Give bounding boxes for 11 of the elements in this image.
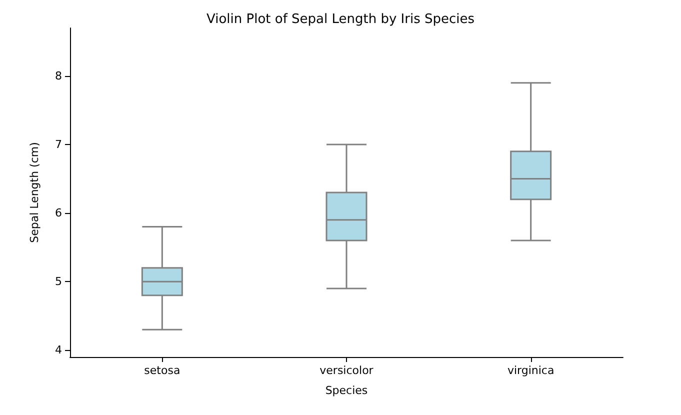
x-tick-label: virginica <box>507 364 554 377</box>
y-tick-label: 4 <box>55 344 62 357</box>
chart-title: Violin Plot of Sepal Length by Iris Species <box>206 12 475 27</box>
y-tick-label: 5 <box>55 275 62 288</box>
x-tick-label: versicolor <box>320 364 374 377</box>
x-tick-label: setosa <box>144 364 180 377</box>
y-tick-label: 8 <box>55 69 62 82</box>
x-axis-title: Species <box>325 384 368 397</box>
y-tick-label: 6 <box>55 206 62 220</box>
y-axis-title: Sepal Length (cm) <box>28 142 41 243</box>
y-tick-label: 7 <box>55 138 62 152</box>
